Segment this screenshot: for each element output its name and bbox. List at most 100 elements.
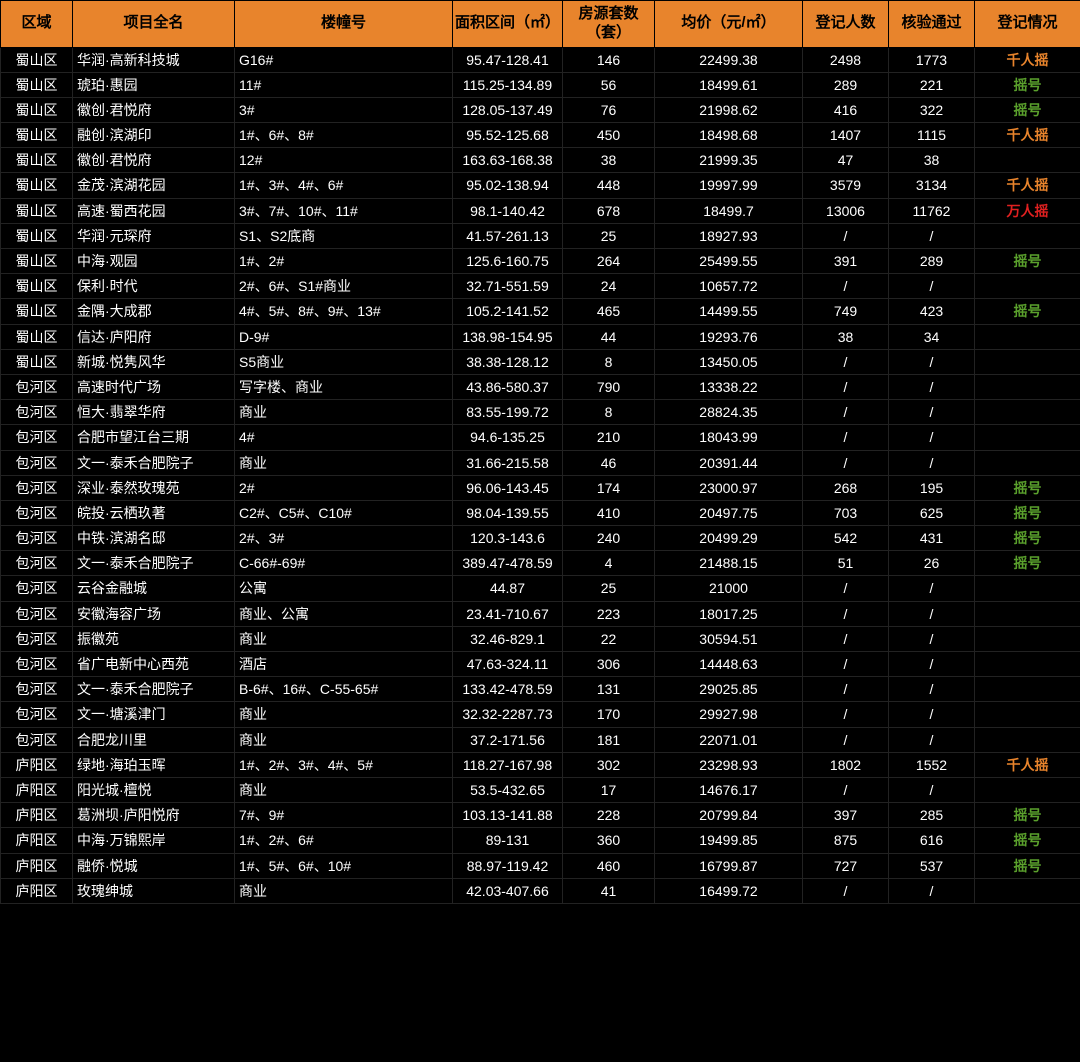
- cell-project: 玫瑰绅城: [73, 878, 235, 903]
- cell-region: 包河区: [1, 374, 73, 399]
- cell-region: 包河区: [1, 626, 73, 651]
- cell-status: [975, 400, 1080, 425]
- cell-units: 223: [563, 601, 655, 626]
- cell-area: 133.42-478.59: [453, 677, 563, 702]
- cell-region: 庐阳区: [1, 803, 73, 828]
- cell-pass: 38: [889, 148, 975, 173]
- cell-reg: 397: [803, 803, 889, 828]
- col-header-2: 楼幢号: [235, 1, 453, 48]
- table-row: 蜀山区新城·悦隽风华S5商业38.38-128.12813450.05//: [1, 349, 1080, 374]
- cell-building: C2#、C5#、C10#: [235, 500, 453, 525]
- cell-area: 98.1-140.42: [453, 198, 563, 223]
- cell-region: 蜀山区: [1, 324, 73, 349]
- table-row: 包河区文一·塘溪津门商业32.32-2287.7317029927.98//: [1, 702, 1080, 727]
- cell-project: 高速时代广场: [73, 374, 235, 399]
- cell-units: 17: [563, 777, 655, 802]
- cell-price: 20391.44: [655, 450, 803, 475]
- cell-area: 128.05-137.49: [453, 97, 563, 122]
- cell-pass: /: [889, 576, 975, 601]
- cell-status: 千人摇: [975, 752, 1080, 777]
- table-row: 蜀山区金茂·滨湖花园1#、3#、4#、6#95.02-138.944481999…: [1, 173, 1080, 198]
- cell-units: 24: [563, 274, 655, 299]
- cell-building: G16#: [235, 47, 453, 72]
- cell-pass: /: [889, 777, 975, 802]
- cell-status: [975, 576, 1080, 601]
- cell-reg: /: [803, 777, 889, 802]
- cell-area: 118.27-167.98: [453, 752, 563, 777]
- cell-region: 包河区: [1, 677, 73, 702]
- cell-pass: /: [889, 702, 975, 727]
- cell-price: 14676.17: [655, 777, 803, 802]
- cell-status: 摇号: [975, 803, 1080, 828]
- cell-area: 103.13-141.88: [453, 803, 563, 828]
- cell-building: 写字楼、商业: [235, 374, 453, 399]
- cell-units: 678: [563, 198, 655, 223]
- cell-project: 金隅·大成郡: [73, 299, 235, 324]
- cell-project: 华润·高新科技城: [73, 47, 235, 72]
- cell-building: 1#、2#、3#、4#、5#: [235, 752, 453, 777]
- header-row: 区域项目全名楼幢号面积区间（㎡）房源套数（套）均价（元/㎡）登记人数核验通过登记…: [1, 1, 1080, 48]
- col-header-7: 核验通过: [889, 1, 975, 48]
- cell-units: 306: [563, 652, 655, 677]
- col-header-8: 登记情况: [975, 1, 1080, 48]
- cell-region: 包河区: [1, 526, 73, 551]
- table-row: 包河区省广电新中心西苑酒店47.63-324.1130614448.63//: [1, 652, 1080, 677]
- cell-pass: 289: [889, 249, 975, 274]
- cell-units: 56: [563, 72, 655, 97]
- cell-reg: 1802: [803, 752, 889, 777]
- cell-reg: 416: [803, 97, 889, 122]
- cell-reg: /: [803, 274, 889, 299]
- cell-price: 18017.25: [655, 601, 803, 626]
- cell-reg: 1407: [803, 123, 889, 148]
- cell-units: 410: [563, 500, 655, 525]
- cell-area: 95.47-128.41: [453, 47, 563, 72]
- cell-status: [975, 450, 1080, 475]
- cell-pass: /: [889, 601, 975, 626]
- cell-project: 融侨·悦城: [73, 853, 235, 878]
- cell-area: 83.55-199.72: [453, 400, 563, 425]
- cell-area: 96.06-143.45: [453, 475, 563, 500]
- table-row: 蜀山区中海·观园1#、2#125.6-160.7526425499.553912…: [1, 249, 1080, 274]
- table-row: 包河区云谷金融城公寓44.872521000//: [1, 576, 1080, 601]
- cell-area: 94.6-135.25: [453, 425, 563, 450]
- cell-price: 16799.87: [655, 853, 803, 878]
- cell-building: 3#、7#、10#、11#: [235, 198, 453, 223]
- table-row: 蜀山区徽创·君悦府3#128.05-137.497621998.62416322…: [1, 97, 1080, 122]
- cell-price: 13338.22: [655, 374, 803, 399]
- cell-price: 30594.51: [655, 626, 803, 651]
- cell-project: 深业·泰然玫瑰苑: [73, 475, 235, 500]
- cell-project: 高速·蜀西花园: [73, 198, 235, 223]
- cell-status: [975, 349, 1080, 374]
- cell-reg: /: [803, 450, 889, 475]
- cell-project: 文一·泰禾合肥院子: [73, 551, 235, 576]
- col-header-4: 房源套数（套）: [563, 1, 655, 48]
- cell-reg: 703: [803, 500, 889, 525]
- table-row: 包河区深业·泰然玫瑰苑2#96.06-143.4517423000.972681…: [1, 475, 1080, 500]
- cell-building: 7#、9#: [235, 803, 453, 828]
- cell-pass: /: [889, 349, 975, 374]
- cell-units: 264: [563, 249, 655, 274]
- cell-building: 公寓: [235, 576, 453, 601]
- col-header-6: 登记人数: [803, 1, 889, 48]
- cell-price: 19997.99: [655, 173, 803, 198]
- cell-pass: 195: [889, 475, 975, 500]
- cell-building: 2#、3#: [235, 526, 453, 551]
- cell-region: 包河区: [1, 551, 73, 576]
- col-header-0: 区域: [1, 1, 73, 48]
- cell-status: 摇号: [975, 249, 1080, 274]
- cell-status: [975, 601, 1080, 626]
- cell-units: 465: [563, 299, 655, 324]
- cell-reg: 51: [803, 551, 889, 576]
- cell-area: 38.38-128.12: [453, 349, 563, 374]
- cell-price: 25499.55: [655, 249, 803, 274]
- cell-pass: /: [889, 878, 975, 903]
- cell-project: 琥珀·惠园: [73, 72, 235, 97]
- cell-project: 徽创·君悦府: [73, 148, 235, 173]
- cell-area: 41.57-261.13: [453, 223, 563, 248]
- table-row: 蜀山区保利·时代2#、6#、S1#商业32.71-551.592410657.7…: [1, 274, 1080, 299]
- cell-price: 22499.38: [655, 47, 803, 72]
- cell-building: 1#、2#、6#: [235, 828, 453, 853]
- cell-units: 174: [563, 475, 655, 500]
- table-row: 包河区恒大·翡翠华府商业83.55-199.72828824.35//: [1, 400, 1080, 425]
- table-row: 包河区安徽海容广场商业、公寓23.41-710.6722318017.25//: [1, 601, 1080, 626]
